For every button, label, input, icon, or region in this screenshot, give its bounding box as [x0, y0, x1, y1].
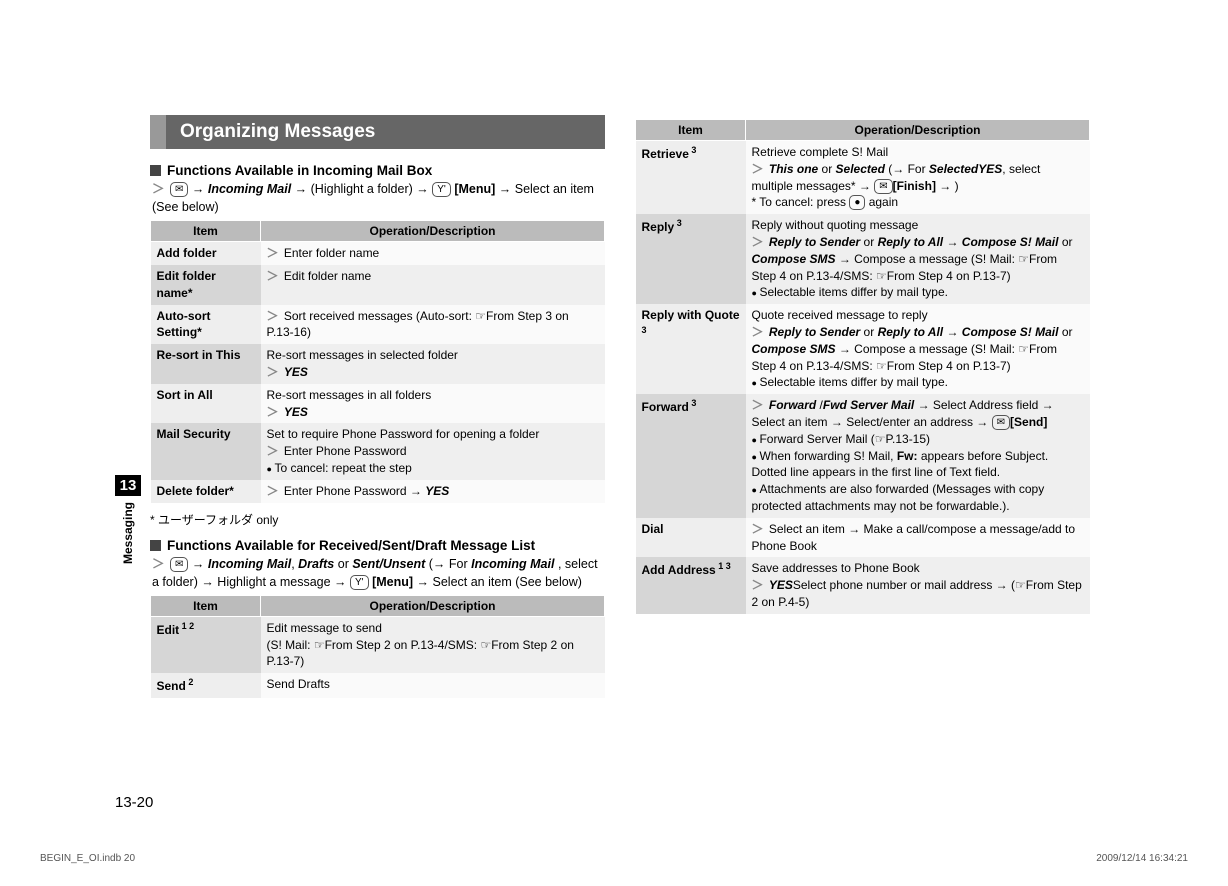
menu-label: [Menu]: [372, 575, 413, 589]
nav-label: Incoming Mail: [208, 557, 291, 571]
table-header-row: Item Operation/Description: [151, 595, 605, 616]
table-row: Edit folder name*＞ Edit folder name: [151, 265, 605, 305]
table-operations-right: Item Operation/Description Retrieve 3Ret…: [635, 119, 1090, 614]
chapter-tab: 13 Messaging: [115, 475, 141, 564]
mail-key-icon: ✉: [170, 557, 188, 572]
th-item: Item: [151, 595, 261, 616]
row-desc: ＞ Sort received messages (Auto-sort: ☞Fr…: [261, 305, 605, 345]
row-desc: Quote received message to reply＞ Reply t…: [746, 304, 1090, 394]
nav-label: Incoming Mail: [471, 557, 554, 571]
row-item: Delete folder*: [151, 480, 261, 503]
table-row: Dial＞ Select an item → Make a call/compo…: [636, 518, 1090, 558]
row-desc: ＞ Enter folder name: [261, 242, 605, 265]
footer-left: BEGIN_E_OI.indb 20: [40, 853, 135, 864]
subhead-msglist: Functions Available for Received/Sent/Dr…: [150, 538, 605, 553]
table-row: Add Address 1 3Save addresses to Phone B…: [636, 557, 1090, 613]
row-desc: Save addresses to Phone Book＞ YESSelect …: [746, 557, 1090, 613]
row-item: Forward 3: [636, 394, 746, 518]
row-item: Send 2: [151, 673, 261, 698]
table-row: Send 2Send Drafts: [151, 673, 605, 698]
row-desc: Reply without quoting message＞ Reply to …: [746, 214, 1090, 304]
heading-text: Organizing Messages: [166, 115, 605, 149]
nav-text: (→ For: [429, 557, 471, 571]
nav-label: Sent/Unsent: [352, 557, 425, 571]
th-item: Item: [151, 221, 261, 242]
menu-key-icon: Y': [350, 575, 369, 590]
nav-text: → Select an item (See below): [417, 575, 582, 589]
table-row: Reply with Quote 3Quote received message…: [636, 304, 1090, 394]
subhead-text: Functions Available for Received/Sent/Dr…: [167, 538, 535, 553]
right-column: Item Operation/Description Retrieve 3Ret…: [635, 115, 1090, 706]
nav-label: Drafts: [298, 557, 334, 571]
footnote-userfolder: * ユーザーフォルダ only: [150, 511, 605, 528]
row-item: Retrieve 3: [636, 141, 746, 215]
row-item: Sort in All: [151, 384, 261, 424]
table-row: Retrieve 3Retrieve complete S! Mail＞ Thi…: [636, 141, 1090, 215]
chapter-number: 13: [115, 475, 141, 496]
menu-key-icon: Y': [432, 182, 451, 197]
row-item: Reply with Quote 3: [636, 304, 746, 394]
table-row: Reply 3Reply without quoting message＞ Re…: [636, 214, 1090, 304]
row-desc: Set to require Phone Password for openin…: [261, 423, 605, 479]
row-desc: Re-sort messages in selected folder＞ YES: [261, 344, 605, 384]
table-header-row: Item Operation/Description: [151, 221, 605, 242]
row-item: Re-sort in This: [151, 344, 261, 384]
table-incoming-mailbox: Item Operation/Description Add folder＞ E…: [150, 220, 605, 502]
row-desc: Send Drafts: [261, 673, 605, 698]
row-item: Add folder: [151, 242, 261, 265]
chevron-icon: ＞: [152, 182, 167, 196]
row-desc: Re-sort messages in all folders＞ YES: [261, 384, 605, 424]
table-row: Forward 3＞ Forward /Fwd Server Mail → Se…: [636, 394, 1090, 518]
row-item: Reply 3: [636, 214, 746, 304]
row-item: Add Address 1 3: [636, 557, 746, 613]
row-desc: Edit message to send(S! Mail: ☞From Step…: [261, 616, 605, 673]
row-desc: ＞ Enter Phone Password → YES: [261, 480, 605, 503]
th-op: Operation/Description: [261, 595, 605, 616]
th-item: Item: [636, 120, 746, 141]
row-item: Edit 1 2: [151, 616, 261, 673]
menu-label: [Menu]: [454, 182, 495, 196]
table-row: Re-sort in ThisRe-sort messages in selec…: [151, 344, 605, 384]
row-desc: ＞ Forward /Fwd Server Mail → Select Addr…: [746, 394, 1090, 518]
table-row: Sort in AllRe-sort messages in all folde…: [151, 384, 605, 424]
th-op: Operation/Description: [261, 221, 605, 242]
square-bullet-icon: [150, 165, 161, 176]
table-row: Auto-sort Setting*＞ Sort received messag…: [151, 305, 605, 345]
row-item: Dial: [636, 518, 746, 558]
table-row: Add folder＞ Enter folder name: [151, 242, 605, 265]
table-row: Mail SecuritySet to require Phone Passwo…: [151, 423, 605, 479]
page-content: Organizing Messages Functions Available …: [150, 115, 1090, 706]
row-item: Edit folder name*: [151, 265, 261, 305]
footer-right: 2009/12/14 16:34:21: [1096, 853, 1188, 864]
page-number: 13-20: [115, 794, 153, 811]
left-column: Organizing Messages Functions Available …: [150, 115, 605, 706]
chapter-label: Messaging: [121, 502, 135, 564]
row-desc: ＞ Select an item → Make a call/compose a…: [746, 518, 1090, 558]
table-header-row: Item Operation/Description: [636, 120, 1090, 141]
table-row: Delete folder*＞ Enter Phone Password → Y…: [151, 480, 605, 503]
table-row: Edit 1 2Edit message to send(S! Mail: ☞F…: [151, 616, 605, 673]
row-desc: Retrieve complete S! Mail＞ This one or S…: [746, 141, 1090, 215]
row-desc: ＞ Edit folder name: [261, 265, 605, 305]
row-item: Mail Security: [151, 423, 261, 479]
th-op: Operation/Description: [746, 120, 1090, 141]
nav-text: → (Highlight a folder) →: [295, 182, 433, 196]
subhead-text: Functions Available in Incoming Mail Box: [167, 163, 432, 178]
chevron-icon: ＞: [152, 557, 167, 571]
nav-line-2: ＞ ✉ → Incoming Mail, Drafts or Sent/Unse…: [150, 555, 605, 591]
table-msglist: Item Operation/Description Edit 1 2Edit …: [150, 595, 605, 698]
nav-line-1: ＞ ✉ → Incoming Mail → (Highlight a folde…: [150, 180, 605, 216]
subhead-incoming: Functions Available in Incoming Mail Box: [150, 163, 605, 178]
heading-accent: [150, 115, 166, 149]
mail-key-icon: ✉: [170, 182, 188, 197]
square-bullet-icon: [150, 540, 161, 551]
row-item: Auto-sort Setting*: [151, 305, 261, 345]
nav-incoming-mail: Incoming Mail: [208, 182, 291, 196]
section-heading: Organizing Messages: [150, 115, 605, 149]
